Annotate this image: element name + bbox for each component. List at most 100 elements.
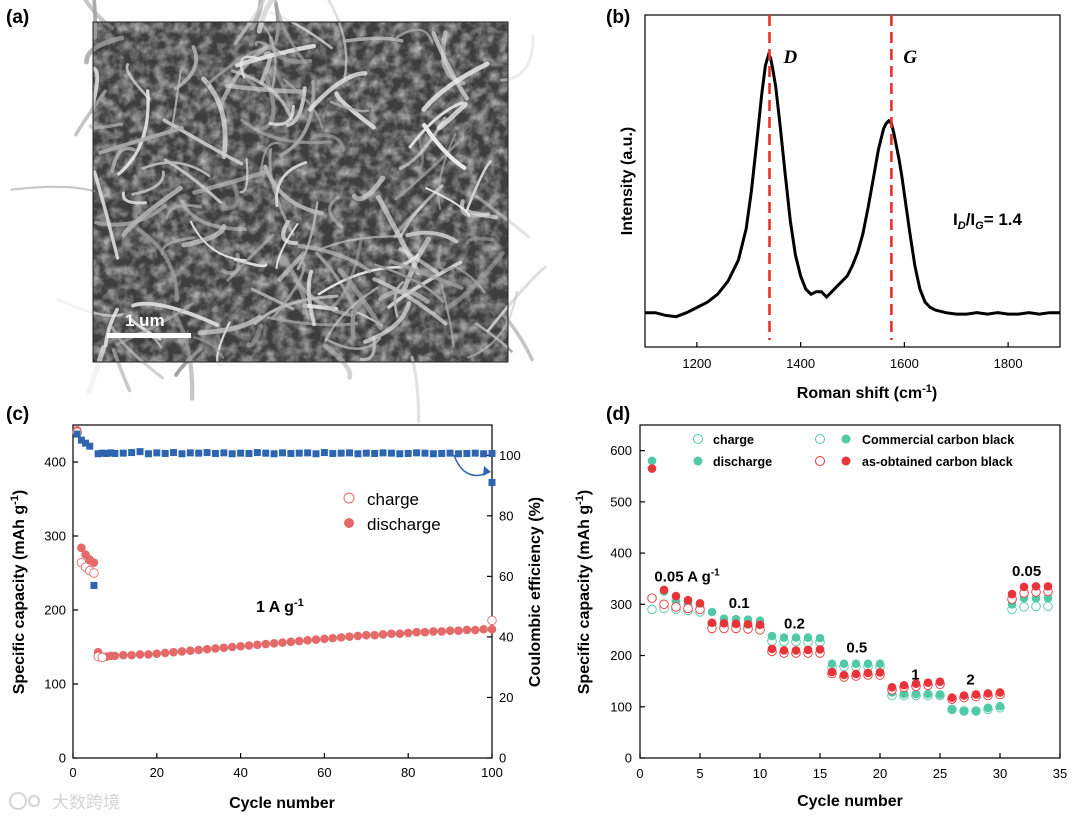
efficiency-point [463,449,471,457]
discharge-point [395,629,405,638]
discharge-point [353,631,363,641]
obtained-discharge-point [791,646,801,655]
sem-fiber [92,0,98,40]
commercial-discharge-point [839,659,849,669]
sem-fiber [110,325,164,380]
discharge-point [294,636,304,646]
efficiency-point [354,450,362,458]
sem-fiber [388,259,464,290]
sem-fiber [279,79,316,157]
efficiency-point [73,430,81,438]
sem-fiber [231,69,293,121]
legend-commercial-label: Commercial carbon black [862,433,1014,447]
discharge-point [362,630,371,640]
sem-fiber [350,299,366,341]
legend-commercial-open-marker [815,434,825,444]
obtained-discharge-point [1031,582,1041,591]
obtained-discharge-point [1043,582,1053,591]
sem-fiber [141,161,211,177]
commercial-discharge-point [983,703,993,713]
efficiency-point [379,449,387,457]
efficiency-point [237,449,245,457]
sem-fiber [268,10,333,50]
sem-fiber [84,35,125,65]
chart-b-xtick-label: 1200 [682,356,711,371]
sem-fiber [331,234,364,310]
efficiency-point [438,449,446,457]
sem-fiber [273,0,308,65]
charge-point [89,568,99,578]
chart-c-ytick-label: 400 [44,455,66,470]
sem-fiber [275,223,299,269]
efficiency-point [421,449,429,457]
scale-bar-label: 1 um [125,311,165,330]
commercial-discharge-point [995,701,1005,711]
efficiency-point [279,449,286,457]
sem-fiber [359,335,376,362]
sem-fiber [455,266,486,294]
obtained-discharge-point [839,670,849,680]
discharge-point [89,558,99,567]
sem-fiber [378,288,430,304]
commercial-discharge-point [647,456,657,466]
sem-fiber [398,247,439,274]
chart-c-y2tick-label: 40 [499,629,513,644]
commercial-charge-point [647,604,657,615]
commercial-discharge-point [875,659,885,669]
sem-fiber [444,250,505,311]
commercial-discharge-point [911,689,921,699]
obtained-discharge-point [851,669,861,679]
discharge-point [227,642,237,652]
efficiency-point [178,450,186,458]
scale-bar [107,333,191,338]
sem-fiber [246,323,264,348]
chart-d-xtick-label: 30 [993,766,1007,781]
sem-fiber [281,219,299,246]
panel-label-a: (a) [6,7,29,28]
legend-charge-open-marker [693,434,703,444]
chart-c-xtick-label: 20 [150,765,164,780]
legend-discharge-filled-marker [693,456,703,466]
sem-fiber [88,122,124,130]
efficiency-point [337,449,345,457]
chart-c-y2tick-label: 100 [499,448,521,463]
discharge-point [345,632,354,641]
efficiency-point [111,449,119,457]
discharge-point [420,627,430,637]
efficiency-point [77,436,85,444]
commercial-charge-point [1043,601,1053,612]
chart-c-xtick-label: 80 [401,765,415,780]
commercial-discharge-point [947,705,957,714]
sem-fiber [499,34,535,82]
discharge-point [320,634,329,644]
discharge-point [152,649,162,658]
obtained-charge-point [659,599,669,610]
sem-fiber [192,170,266,195]
efficiency-point [186,449,194,457]
commercial-charge-point [1019,602,1029,612]
discharge-point [186,646,195,655]
sem-fiber [395,28,434,44]
discharge-point [219,643,229,653]
sem-fiber [436,245,455,272]
discharge-point [370,630,379,640]
efficiency-point [98,449,106,457]
legend-d-discharge-label: discharge [713,455,772,469]
discharge-point [378,630,388,639]
sem-fiber [322,343,353,380]
sem-fiber [405,230,459,244]
obtained-discharge-point [1007,589,1017,599]
chart-c-ytick-label: 300 [44,529,66,544]
chart-b-xtick-label: 1600 [890,356,919,371]
rate-label: 0.1 [729,595,750,612]
sem-fiber [465,236,495,245]
sem-fiber [56,298,124,318]
raman-spectrum-line [645,51,1060,319]
sem-fiber [317,235,401,251]
efficiency-arrow [453,454,489,477]
chart-c-xtick-label: 0 [69,765,76,780]
obtained-discharge-point [911,679,921,689]
efficiency-point [480,450,488,458]
sem-fiber [296,201,319,271]
sem-fiber [363,301,411,344]
